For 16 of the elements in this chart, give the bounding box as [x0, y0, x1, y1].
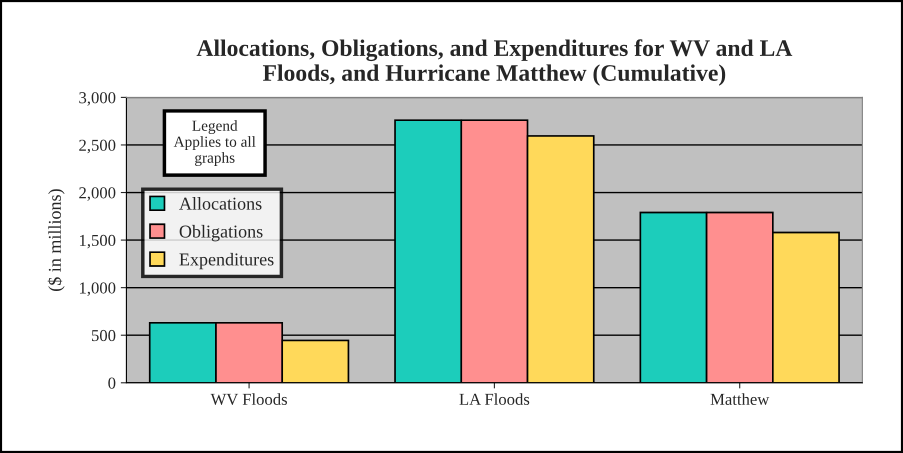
x-tick-label: Matthew: [710, 393, 770, 405]
y-tick-label: 500: [92, 330, 116, 342]
legend-label: Obligations: [180, 224, 263, 242]
y-axis-title: ($ in millions): [48, 189, 65, 291]
y-tick-label: 3,000: [79, 92, 116, 106]
annotation: Legend Applies to all graphs: [174, 120, 256, 166]
y-tick-label: 1,500: [80, 234, 116, 248]
y-tick-label: 2,000: [79, 187, 116, 201]
y-tick-label: 2,500: [79, 140, 116, 154]
legend-label: Allocations: [179, 197, 262, 210]
chart-title: Allocations, Obligations, and Expenditures for WV and LA Floods, and Hurricane Matthew (Cumulative): [196, 39, 792, 86]
legend-label: Expenditures: [179, 252, 274, 270]
y-tick-label: 1,000: [80, 282, 116, 296]
y-tick-label: 0: [108, 377, 116, 389]
x-tick-label: LA Floods: [459, 393, 530, 405]
x-tick-label: WV Floods: [210, 393, 287, 406]
